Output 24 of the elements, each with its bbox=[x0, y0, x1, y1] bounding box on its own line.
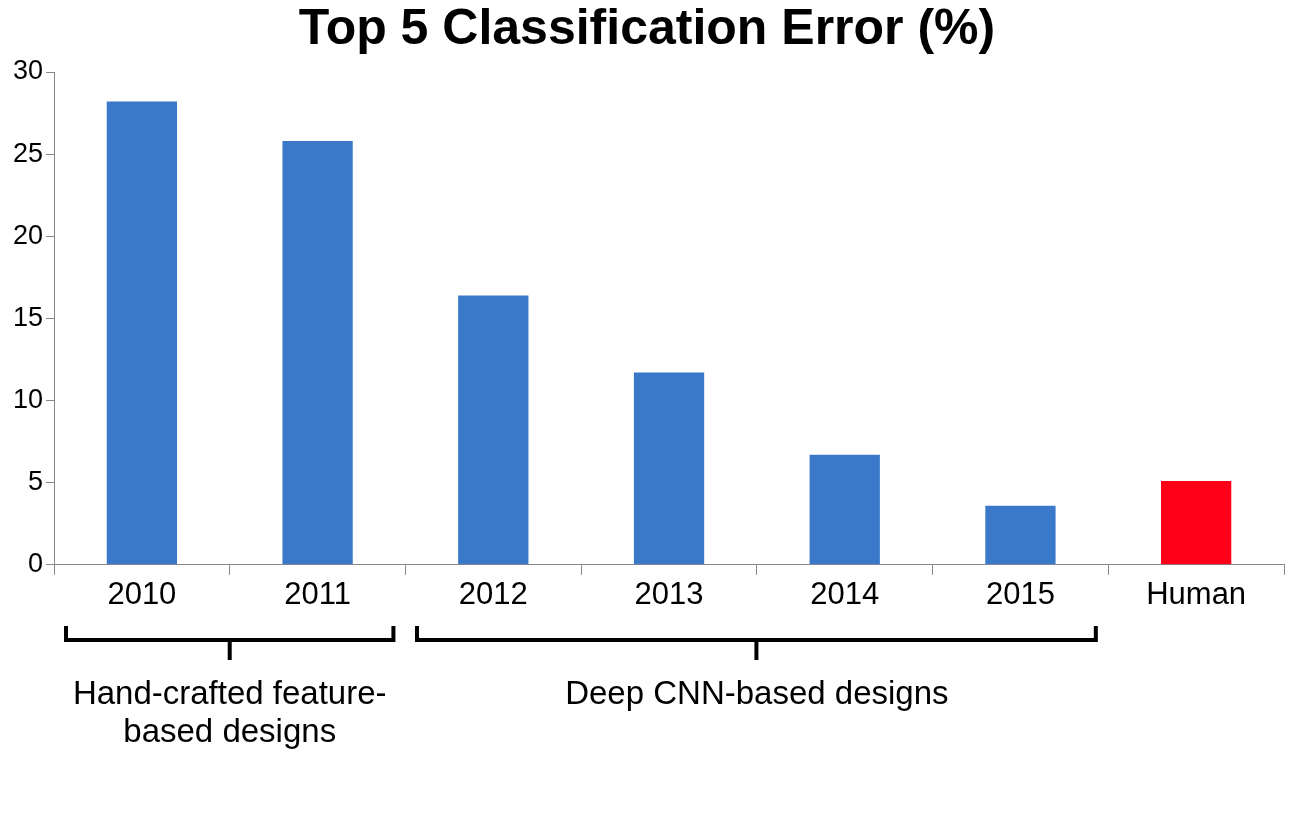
y-tick-label: 15 bbox=[12, 301, 44, 332]
text: Deep CNN-based designs bbox=[564, 674, 950, 712]
y-tick-label: 25 bbox=[12, 137, 44, 168]
bar bbox=[282, 140, 353, 565]
chart-title: Top 5 Classification Error (%) bbox=[298, 0, 996, 55]
y-tick-label: 5 bbox=[28, 466, 44, 497]
y-tick-label: 0 bbox=[28, 548, 44, 579]
x-tick-label: 2012 bbox=[458, 575, 528, 611]
x-tick-label: 2013 bbox=[634, 575, 704, 611]
bar bbox=[985, 505, 1056, 565]
x-tick-label: 2011 bbox=[284, 575, 351, 611]
x-tick-label: Human bbox=[1146, 575, 1247, 611]
bar bbox=[106, 101, 178, 565]
text: Hand-crafted feature-based designs bbox=[71, 674, 388, 750]
x-tick-label: 2014 bbox=[810, 575, 880, 611]
x-tick-label: 2015 bbox=[985, 575, 1055, 611]
bar bbox=[1161, 481, 1232, 565]
y-tick-label: 30 bbox=[12, 55, 44, 86]
bar bbox=[633, 372, 705, 565]
y-tick-label: 10 bbox=[12, 383, 44, 414]
bar bbox=[809, 454, 880, 565]
x-tick-label: 2010 bbox=[107, 575, 177, 611]
bar bbox=[458, 295, 529, 565]
y-tick-label: 20 bbox=[12, 219, 44, 250]
